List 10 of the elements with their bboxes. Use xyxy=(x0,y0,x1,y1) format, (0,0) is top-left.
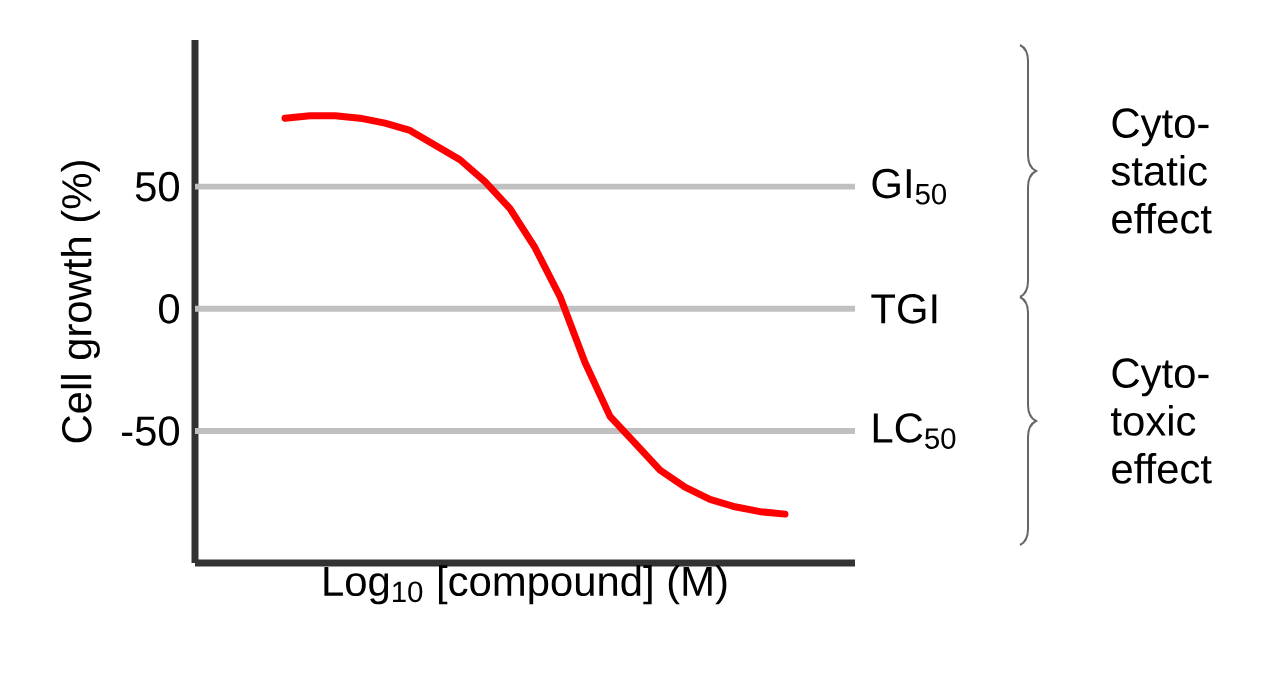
y-tick-label: 50 xyxy=(135,171,179,202)
ref-line-label: GI$_{50}$ xyxy=(872,168,947,205)
y-tick-label: -50 xyxy=(122,416,179,446)
y-tick-label: 0 xyxy=(159,294,180,324)
y-axis-title: Cell growth (%) xyxy=(60,161,100,443)
text: Cyto-toxic effect xyxy=(1111,358,1212,484)
ref-line-label: TGI xyxy=(871,294,937,324)
ref-line-label: LC$_{50}$ xyxy=(873,413,956,449)
x-axis-title: Log$_{10}$ [compound] (M) xyxy=(324,565,727,605)
text: Cyto-static effect xyxy=(1111,108,1212,234)
